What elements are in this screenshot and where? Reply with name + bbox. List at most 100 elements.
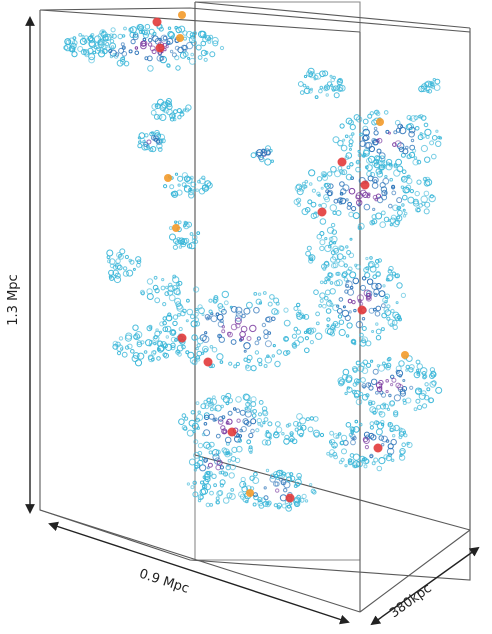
density-blob [311,327,317,333]
density-peak [203,357,213,367]
density-blob [261,148,266,154]
density-blob [378,457,386,465]
density-cluster [305,226,355,271]
density-blob [406,175,410,179]
density-blob [137,136,141,140]
density-blob [236,445,243,453]
density-blob [235,408,241,414]
density-blob [375,305,382,312]
density-blob [165,44,169,49]
density-blob [153,335,158,340]
density-blob [184,221,189,226]
density-blob [274,421,281,427]
density-blob [221,290,230,299]
density-blob [109,39,115,44]
density-blob [409,385,414,390]
density-blob [390,214,397,221]
density-blob [165,98,172,104]
density-blob [360,284,366,291]
density-blob [176,303,183,310]
density-blob [402,398,407,403]
density-blob [274,473,279,478]
density-blob [156,356,161,361]
density-peak [152,17,162,27]
density-blob [399,449,405,455]
density-blob [318,303,323,308]
density-blob [119,248,126,255]
density-blob [377,364,385,372]
density-blob [351,339,356,344]
density-blob [346,205,352,210]
density-blob [384,191,388,195]
density-blob [338,460,343,465]
density-blob [395,158,403,166]
density-blob [298,185,305,192]
density-blob [158,133,166,141]
density-blob [140,40,147,47]
density-blob [361,394,369,401]
density-blob [244,407,251,414]
density-blob [113,275,122,284]
density-blob [346,250,352,255]
density-blob [266,316,273,323]
density-blob [129,26,137,34]
density-blob [174,172,179,176]
density-blob [349,162,354,167]
density-blob [134,50,140,56]
density-blob [330,77,336,83]
density-blob [208,450,213,455]
density-blob [386,304,391,309]
density-blob [162,352,168,358]
density-blob [320,186,324,190]
density-blob [391,185,396,190]
density-blob [375,193,382,199]
density-blob [393,164,398,169]
density-blob [255,151,262,158]
density-blob [371,137,377,144]
density-blob [264,158,272,166]
density-blob [252,477,260,484]
density-blob [313,416,319,422]
density-blob [358,422,363,427]
density-blob [204,470,212,478]
density-cluster [63,33,117,61]
density-blob [430,370,437,377]
density-blob [416,179,422,185]
box-edge-top-front [39,9,361,33]
density-blob [356,460,363,468]
density-blob [162,109,166,113]
density-blob [221,447,227,453]
density-blob [190,314,195,320]
density-blob [328,244,332,249]
density-blob [212,296,219,303]
density-blob [386,447,395,456]
density-blob [198,177,206,185]
density-blob [423,122,429,128]
density-blob [109,42,117,50]
density-blob [392,220,400,228]
density-blob [428,194,436,203]
density-blob [390,308,395,314]
density-blob [363,431,370,438]
density-blob [338,201,343,205]
density-blob [138,132,146,139]
density-blob [395,301,399,305]
density-blob [175,26,182,34]
density-blob [255,428,260,433]
density-blob [118,253,124,260]
density-blob [355,398,363,406]
density-blob [409,189,414,194]
density-blob [177,115,182,120]
density-cluster [238,468,317,512]
density-blob [330,256,337,263]
density-blob [105,46,111,52]
density-blob [186,429,194,437]
density-blob [310,201,317,208]
density-blob [142,32,149,39]
density-blob [349,147,352,151]
density-blob [379,182,386,189]
density-blob [144,133,149,138]
density-blob [344,314,351,322]
density-blob [203,459,208,463]
density-blob [348,252,355,259]
